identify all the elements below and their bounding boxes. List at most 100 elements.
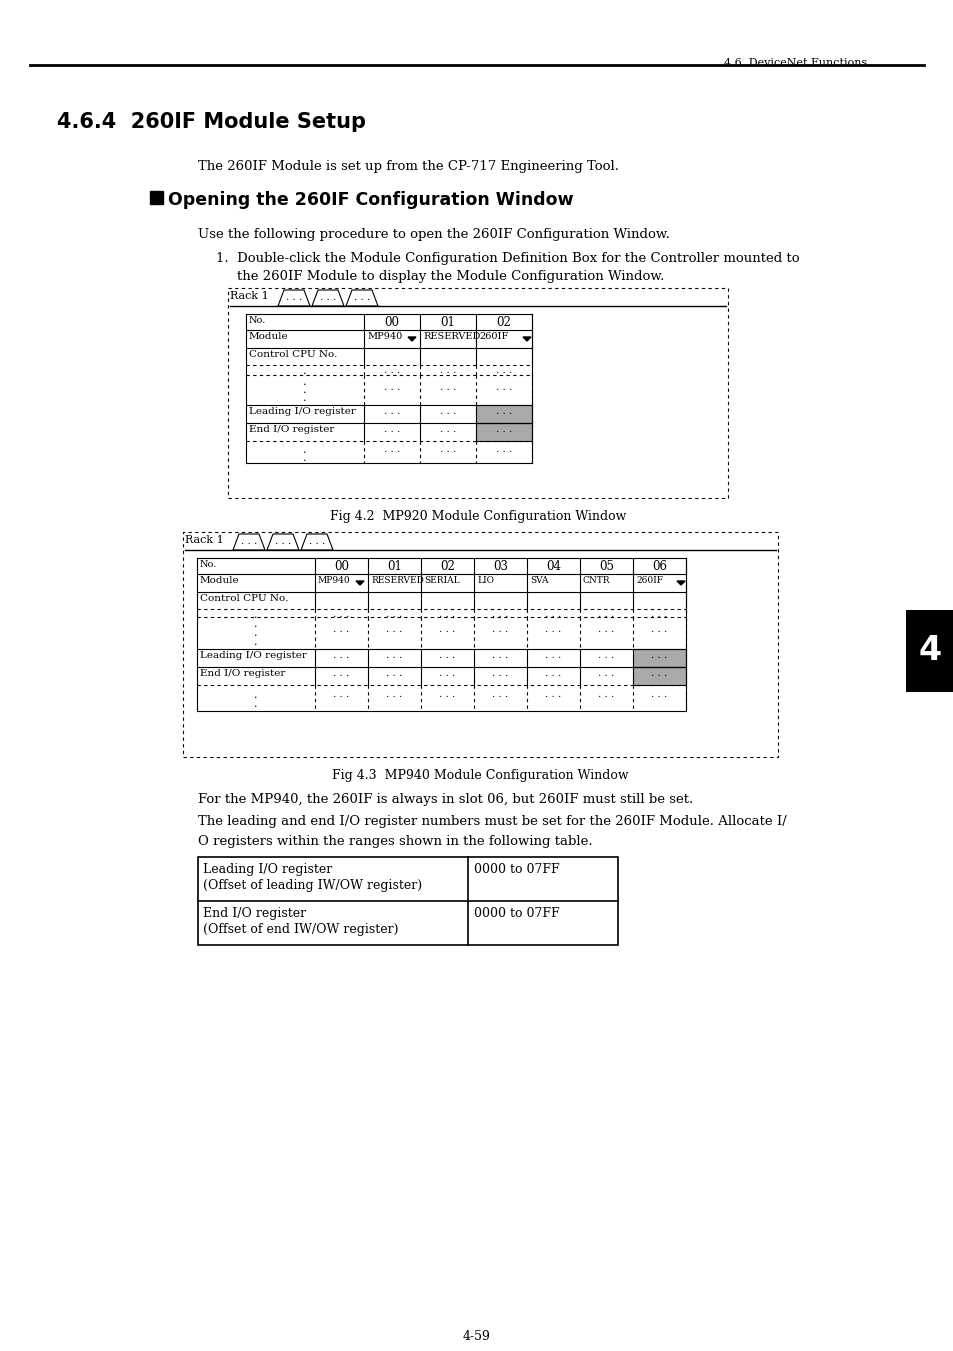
Text: RESERVED: RESERVED: [371, 576, 423, 585]
Text: (Offset of leading IW/OW register): (Offset of leading IW/OW register): [203, 880, 421, 892]
Bar: [150, 190, 163, 204]
Text: . . .: . . .: [439, 690, 456, 698]
Text: .: .: [303, 377, 307, 386]
Text: . . .: . . .: [439, 426, 456, 434]
Text: No.: No.: [200, 561, 217, 569]
Text: . . .: . . .: [545, 611, 561, 619]
Text: . . .: . . .: [333, 626, 349, 634]
Text: Module: Module: [200, 576, 239, 585]
Text: . . .: . . .: [492, 626, 508, 634]
Text: End I/O register: End I/O register: [249, 426, 334, 434]
Text: 0000 to 07FF: 0000 to 07FF: [474, 907, 559, 920]
Bar: [183, 532, 778, 757]
Text: End I/O register: End I/O register: [203, 907, 306, 920]
Text: . . .: . . .: [545, 651, 561, 661]
Text: . . .: . . .: [598, 669, 614, 678]
Text: .: .: [254, 619, 257, 630]
Text: Rack 1: Rack 1: [230, 290, 269, 301]
Polygon shape: [267, 534, 298, 550]
Text: . . .: . . .: [651, 690, 667, 698]
Text: . . .: . . .: [439, 407, 456, 416]
Text: 1.  Double-click the Module Configuration Definition Box for the Controller moun: 1. Double-click the Module Configuration…: [215, 253, 799, 265]
Text: RESERVED: RESERVED: [422, 332, 480, 340]
Text: End I/O register: End I/O register: [200, 669, 285, 678]
Text: . . .: . . .: [492, 690, 508, 698]
Polygon shape: [233, 534, 265, 550]
Text: 02: 02: [497, 316, 511, 330]
Text: . . .: . . .: [383, 382, 399, 392]
Text: . . .: . . .: [274, 538, 291, 547]
Text: .: .: [254, 690, 257, 700]
Text: . . .: . . .: [386, 669, 402, 678]
Text: Opening the 260IF Configuration Window: Opening the 260IF Configuration Window: [168, 190, 573, 209]
Text: LIO: LIO: [476, 576, 494, 585]
Text: No.: No.: [249, 316, 266, 326]
Polygon shape: [301, 534, 333, 550]
Text: Leading I/O register: Leading I/O register: [249, 407, 355, 416]
Text: . . .: . . .: [651, 669, 667, 678]
Polygon shape: [312, 290, 344, 305]
Text: The leading and end I/O register numbers must be set for the 260IF Module. Alloc: The leading and end I/O register numbers…: [198, 815, 786, 828]
Text: 04: 04: [545, 561, 560, 573]
Text: 0000 to 07FF: 0000 to 07FF: [474, 863, 559, 875]
Text: .: .: [254, 698, 257, 709]
Text: . . .: . . .: [496, 426, 512, 434]
Text: . . .: . . .: [354, 293, 370, 303]
Text: (Offset of end IW/OW register): (Offset of end IW/OW register): [203, 923, 398, 936]
Text: . . .: . . .: [386, 690, 402, 698]
Text: . . .: . . .: [386, 611, 402, 619]
Text: .: .: [254, 611, 257, 620]
Polygon shape: [522, 336, 531, 340]
Text: . . .: . . .: [496, 382, 512, 392]
Text: 02: 02: [439, 561, 455, 573]
Text: 05: 05: [598, 561, 614, 573]
Text: 01: 01: [387, 561, 401, 573]
Bar: [198, 857, 618, 944]
Text: . . .: . . .: [545, 626, 561, 634]
Text: 00: 00: [384, 316, 399, 330]
Text: . . .: . . .: [383, 407, 399, 416]
Text: .: .: [303, 453, 307, 463]
Text: . . .: . . .: [333, 611, 349, 619]
Text: . . .: . . .: [439, 366, 456, 376]
Text: . . .: . . .: [439, 382, 456, 392]
Text: .: .: [303, 393, 307, 403]
Text: Control CPU No.: Control CPU No.: [200, 594, 288, 603]
Text: Rack 1: Rack 1: [185, 535, 224, 544]
Text: . . .: . . .: [439, 626, 456, 634]
Text: MP940: MP940: [317, 576, 351, 585]
Text: . . .: . . .: [496, 444, 512, 454]
Text: Leading I/O register: Leading I/O register: [200, 651, 307, 661]
Text: 4.6.4  260IF Module Setup: 4.6.4 260IF Module Setup: [57, 112, 366, 132]
Text: . . .: . . .: [309, 538, 325, 547]
Text: . . .: . . .: [439, 611, 456, 619]
Text: 4.6  DeviceNet Functions: 4.6 DeviceNet Functions: [723, 58, 866, 68]
Text: the 260IF Module to display the Module Configuration Window.: the 260IF Module to display the Module C…: [236, 270, 663, 282]
Text: . . .: . . .: [240, 538, 257, 547]
Text: CNTR: CNTR: [582, 576, 610, 585]
Text: Fig 4.2  MP920 Module Configuration Window: Fig 4.2 MP920 Module Configuration Windo…: [330, 509, 625, 523]
Text: . . .: . . .: [383, 366, 399, 376]
Text: . . .: . . .: [439, 651, 456, 661]
Bar: [476, 423, 532, 440]
Text: . . .: . . .: [651, 626, 667, 634]
Text: . . .: . . .: [598, 611, 614, 619]
Text: Use the following procedure to open the 260IF Configuration Window.: Use the following procedure to open the …: [198, 228, 669, 240]
Text: . . .: . . .: [333, 669, 349, 678]
Text: For the MP940, the 260IF is always in slot 06, but 260IF must still be set.: For the MP940, the 260IF is always in sl…: [198, 793, 693, 807]
Text: . . .: . . .: [333, 651, 349, 661]
Text: . . .: . . .: [545, 690, 561, 698]
Text: . . .: . . .: [496, 366, 512, 376]
Text: The 260IF Module is set up from the CP-717 Engineering Tool.: The 260IF Module is set up from the CP-7…: [198, 159, 618, 173]
Text: O registers within the ranges shown in the following table.: O registers within the ranges shown in t…: [198, 835, 592, 848]
Polygon shape: [677, 581, 684, 585]
Text: . . .: . . .: [383, 444, 399, 454]
Polygon shape: [277, 290, 310, 305]
Text: . . .: . . .: [545, 669, 561, 678]
Bar: [905, 611, 953, 692]
Text: . . .: . . .: [333, 690, 349, 698]
Text: 4: 4: [918, 635, 941, 667]
Text: .: .: [254, 628, 257, 638]
Text: . . .: . . .: [386, 651, 402, 661]
Text: . . .: . . .: [496, 407, 512, 416]
